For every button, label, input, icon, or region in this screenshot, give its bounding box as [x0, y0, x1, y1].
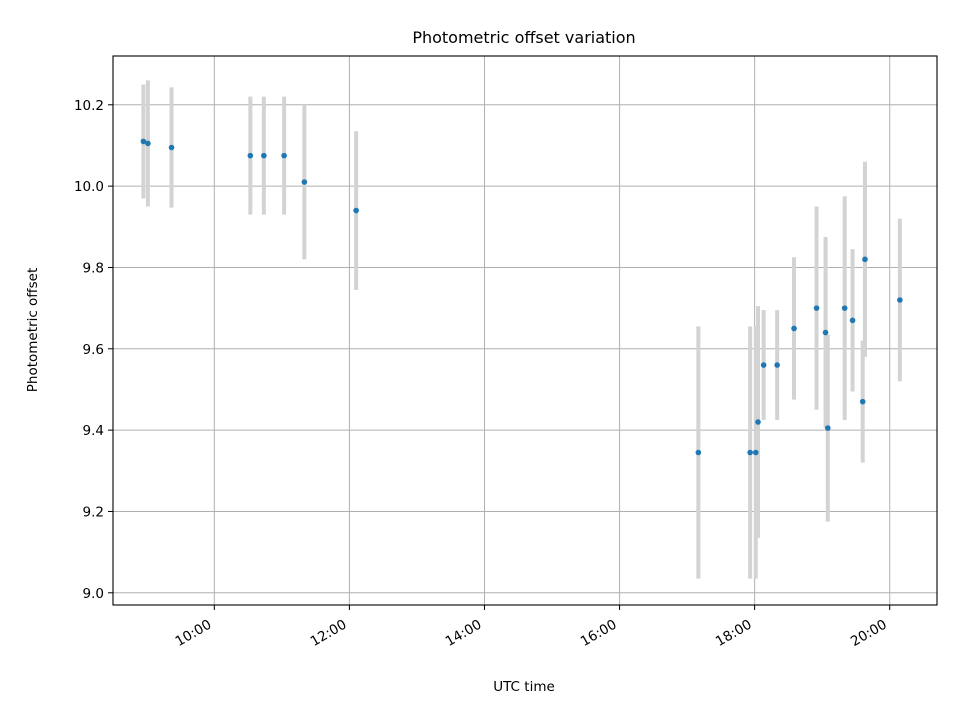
y-tick-label: 9.6 — [83, 342, 104, 358]
data-point — [140, 138, 147, 145]
data-point — [281, 152, 287, 159]
data-point — [755, 419, 761, 425]
plot-frame — [112, 55, 938, 606]
y-tick-label: 9.2 — [83, 504, 104, 520]
data-point — [822, 329, 829, 336]
grid-layer — [113, 56, 937, 605]
data-point — [145, 140, 151, 147]
y-axis-ticks: 9.0 9.2 9.4 9.6 9.8 10.0 10.2 — [74, 98, 113, 602]
x-axis-label: UTC time — [493, 679, 555, 695]
data-point — [247, 152, 254, 159]
data-point — [301, 179, 308, 185]
data-point — [841, 305, 848, 311]
point-layer — [140, 138, 903, 456]
data-point — [825, 425, 831, 431]
y-tick-label: 9.8 — [83, 260, 104, 276]
y-tick-label: 10.0 — [74, 179, 104, 195]
data-point — [897, 297, 903, 303]
y-axis-label: Photometric offset — [25, 268, 41, 392]
data-point — [168, 144, 175, 151]
data-point — [791, 325, 797, 332]
chart-title: Photometric offset variation — [412, 28, 635, 47]
data-point — [261, 152, 267, 159]
data-point — [859, 398, 866, 405]
data-point — [862, 256, 868, 263]
y-tick-label: 9.0 — [83, 586, 104, 602]
data-point — [760, 362, 767, 368]
data-point — [353, 207, 359, 214]
data-point — [774, 362, 780, 368]
data-point — [695, 449, 702, 456]
data-point — [813, 305, 820, 311]
y-tick-label: 9.4 — [83, 423, 104, 439]
data-point — [747, 449, 753, 456]
y-tick-label: 10.2 — [74, 98, 104, 114]
data-point — [752, 449, 759, 456]
data-point — [849, 317, 856, 324]
